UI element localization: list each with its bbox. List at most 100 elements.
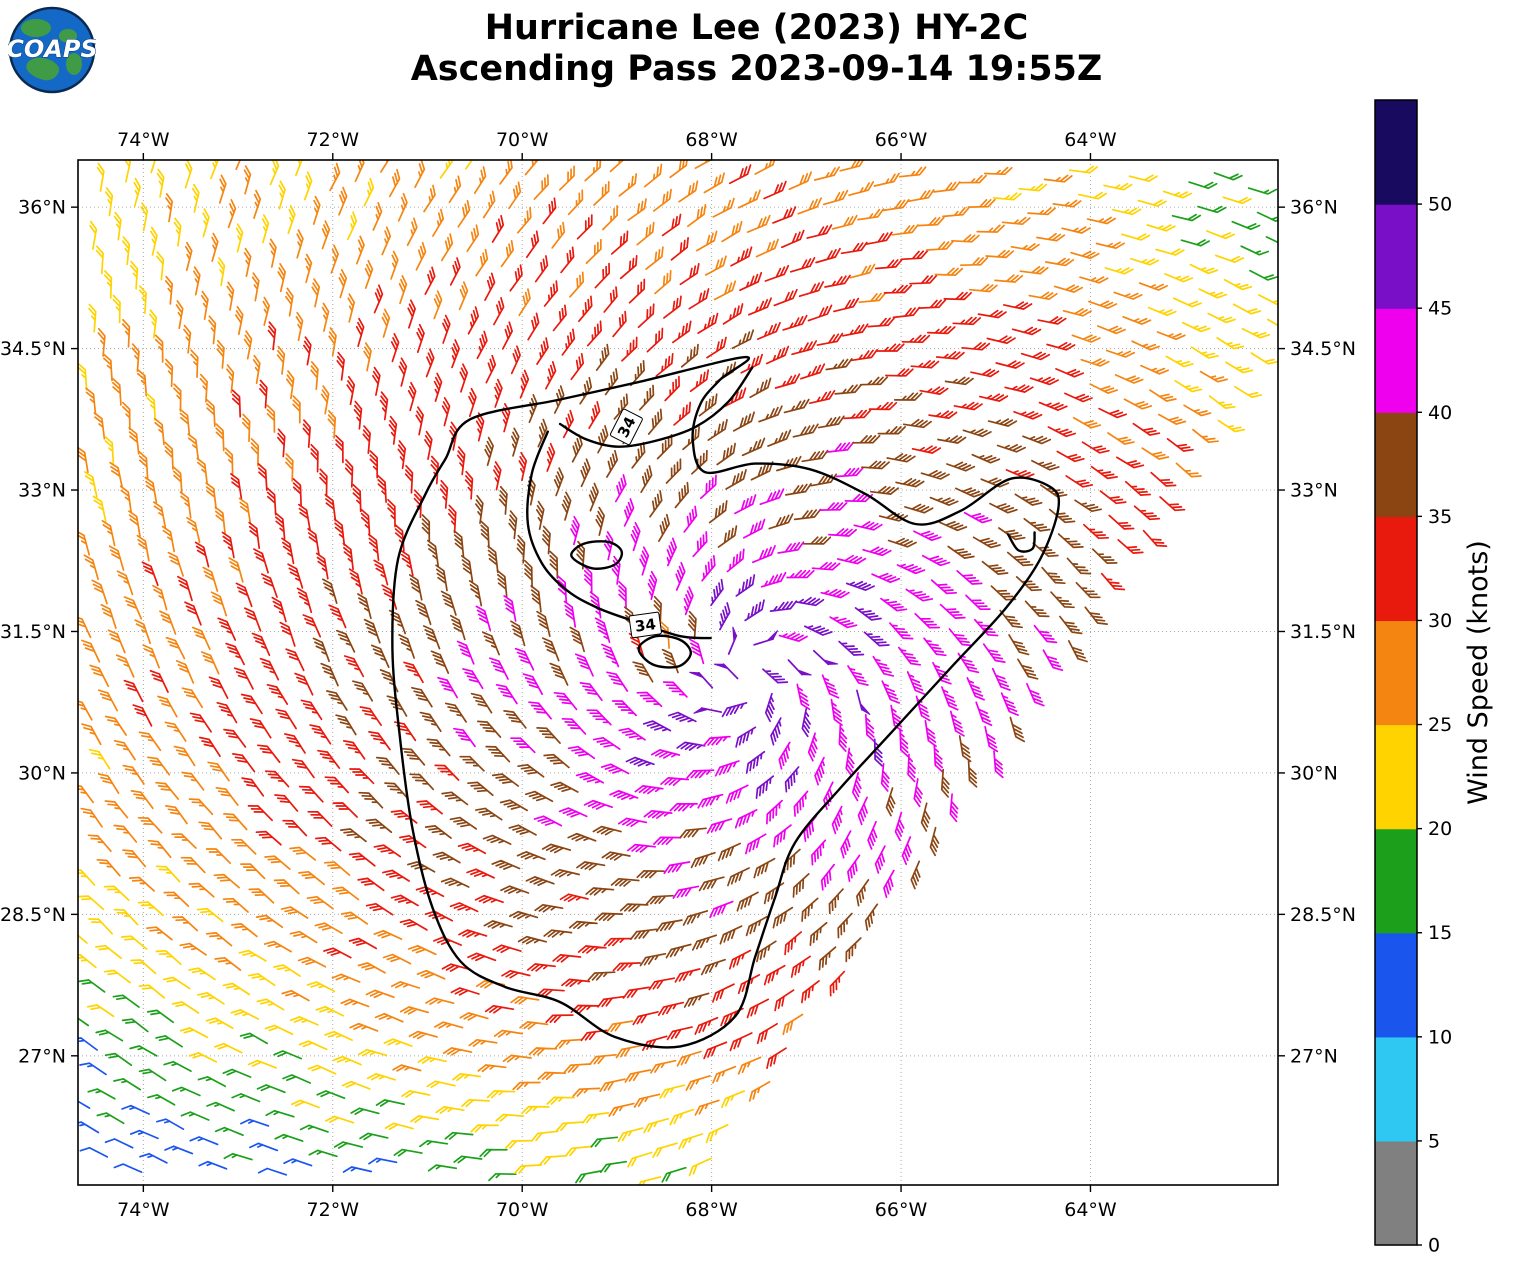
wind-barb xyxy=(614,474,627,503)
wind-barb xyxy=(588,401,601,430)
wind-barb xyxy=(344,459,354,488)
wind-barb xyxy=(685,1075,711,1091)
wind-barb xyxy=(1023,517,1051,532)
wind-barb xyxy=(653,595,662,625)
wind-barb xyxy=(366,1073,397,1081)
y-tick-label: 28.5°N xyxy=(1290,904,1356,926)
colorbar-tick-label: 5 xyxy=(1428,1130,1440,1152)
wind-barb xyxy=(1037,316,1067,325)
wind-barb xyxy=(441,963,471,972)
wind-barb xyxy=(394,523,405,552)
wind-barb xyxy=(205,932,233,947)
wind-barb xyxy=(756,321,781,340)
wind-barb xyxy=(358,791,384,809)
wind-barb xyxy=(583,565,593,595)
wind-barb xyxy=(537,1071,567,1081)
wind-barb xyxy=(222,982,251,996)
wind-barb xyxy=(464,470,474,500)
wind-barb xyxy=(432,851,461,864)
wind-barb xyxy=(536,610,551,637)
y-tick-label: 36°N xyxy=(18,197,66,219)
wind-barb xyxy=(600,763,630,775)
wind-barb xyxy=(415,241,427,271)
wind-barb xyxy=(328,604,347,629)
wind-barb xyxy=(240,863,266,880)
wind-barb xyxy=(637,303,655,329)
wind-barb xyxy=(338,269,348,299)
wind-barb xyxy=(579,682,603,702)
wind-barb xyxy=(688,1157,713,1177)
wind-barb xyxy=(966,677,985,701)
wind-barb xyxy=(1000,692,1019,716)
wind-barb xyxy=(282,1074,312,1084)
wind-barb xyxy=(906,671,926,695)
wind-barb xyxy=(159,610,177,635)
wind-barb xyxy=(196,457,209,486)
x-tick-label: 64°W xyxy=(1064,129,1117,151)
wind-barb xyxy=(250,438,260,467)
colorbar-segment xyxy=(1375,100,1417,205)
wind-barb xyxy=(703,735,731,747)
wind-barb xyxy=(491,859,521,870)
wind-barb xyxy=(277,263,287,293)
wind-barb xyxy=(243,247,252,278)
wind-barb xyxy=(249,718,272,739)
wind-barb xyxy=(1198,288,1228,299)
wind-barb xyxy=(119,485,132,513)
wind-barb xyxy=(952,316,982,326)
wind-barb xyxy=(833,297,860,313)
wind-barb xyxy=(348,937,378,950)
wind-barb xyxy=(552,954,582,963)
wind-barb xyxy=(1142,529,1168,547)
x-tick-label: 68°W xyxy=(685,1199,738,1221)
wind-barb xyxy=(136,368,148,397)
wind-barb xyxy=(473,166,487,194)
wind-barb xyxy=(928,410,958,419)
wind-barb xyxy=(139,1152,168,1164)
wind-barb xyxy=(146,392,156,421)
wind-barb xyxy=(214,506,226,534)
wind-barb xyxy=(868,401,898,411)
wind-barb xyxy=(147,839,172,859)
wind-barb xyxy=(1234,385,1263,399)
wind-barb xyxy=(399,834,427,849)
colorbar-tick-label: 40 xyxy=(1428,402,1452,424)
wind-barb xyxy=(390,981,421,989)
wind-barb xyxy=(214,1126,244,1137)
wind-barb xyxy=(820,588,850,599)
wind-barb xyxy=(408,1030,438,1040)
chart-title-line2: Ascending Pass 2023-09-14 19:55Z xyxy=(410,49,1103,90)
wind-barb xyxy=(226,364,235,394)
wind-barb xyxy=(341,1080,371,1090)
wind-barb xyxy=(647,408,663,435)
wind-barb xyxy=(503,710,527,729)
wind-barb xyxy=(940,768,950,798)
wind-barb xyxy=(510,427,520,457)
wind-barb xyxy=(275,708,297,730)
wind-barb xyxy=(88,918,114,935)
wind-barb xyxy=(422,625,441,650)
wind-barb xyxy=(869,485,899,495)
wind-barb xyxy=(482,834,512,845)
wind-barb xyxy=(811,561,841,571)
wind-barb xyxy=(326,690,348,711)
wind-barb xyxy=(416,323,425,354)
contour-label-box xyxy=(609,408,643,446)
wind-barb xyxy=(152,501,167,528)
wind-barb xyxy=(1231,220,1261,231)
wind-barb xyxy=(1207,312,1236,324)
wind-barb xyxy=(173,217,182,247)
colorbar-tick-label: 10 xyxy=(1428,1026,1452,1048)
wind-barb xyxy=(789,257,816,273)
wind-barb xyxy=(196,992,225,1005)
wind-barb xyxy=(248,973,276,987)
wind-barb xyxy=(585,238,602,264)
wind-barb xyxy=(838,640,865,656)
wind-barb xyxy=(528,701,552,720)
wind-barb xyxy=(243,165,252,195)
wind-barb xyxy=(173,383,182,412)
wind-barb xyxy=(680,343,699,368)
wind-barb xyxy=(329,162,341,192)
wind-barb xyxy=(264,855,291,870)
